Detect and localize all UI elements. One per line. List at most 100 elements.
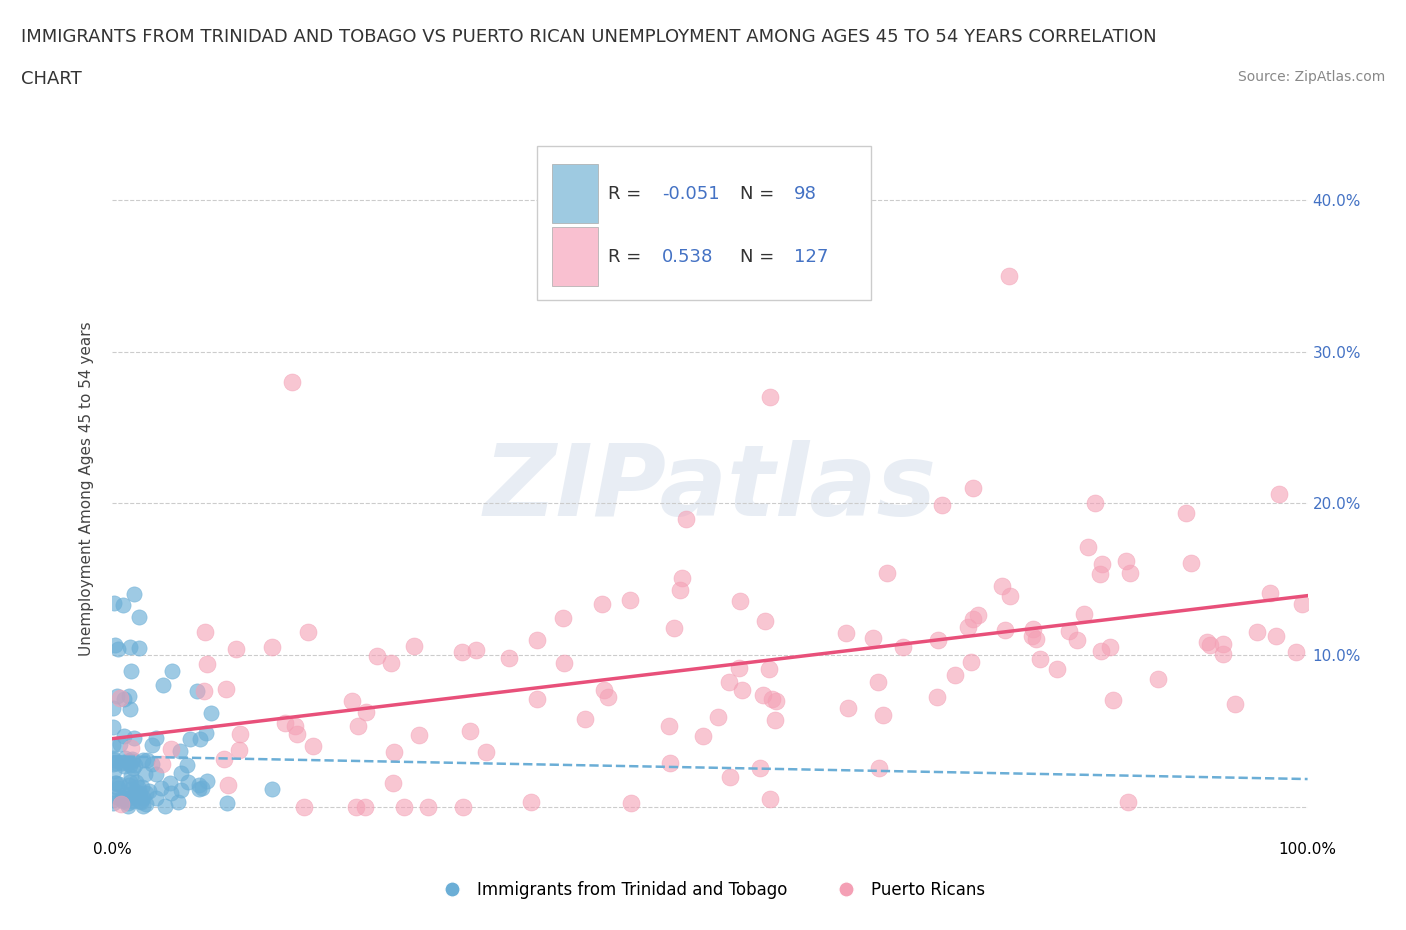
Point [281, 375, 304, 390]
Point [366, 648, 388, 663]
Point [1258, 586, 1281, 601]
Point [160, 741, 183, 756]
Point [114, 751, 136, 765]
Text: R =: R = [609, 185, 647, 203]
Point [960, 654, 983, 669]
Point [498, 650, 520, 665]
Point [132, 791, 155, 806]
Point [344, 799, 367, 814]
Point [728, 660, 751, 675]
Point [120, 758, 142, 773]
Point [111, 790, 134, 804]
Point [342, 694, 364, 709]
Point [103, 764, 125, 778]
Point [134, 766, 156, 781]
Point [671, 570, 693, 585]
Point [108, 737, 131, 751]
Point [105, 756, 128, 771]
Text: ZIPatlas: ZIPatlas [484, 440, 936, 537]
Point [1180, 555, 1202, 570]
Point [112, 692, 135, 707]
Point [101, 701, 124, 716]
Point [619, 592, 641, 607]
Point [195, 774, 218, 789]
Point [526, 692, 548, 707]
Point [120, 640, 142, 655]
Point [111, 755, 134, 770]
Point [118, 790, 141, 805]
Point [191, 780, 214, 795]
Point [1115, 553, 1137, 568]
Point [225, 642, 247, 657]
Point [475, 744, 498, 759]
Point [292, 799, 315, 814]
Point [103, 595, 125, 610]
Point [675, 512, 697, 526]
Point [382, 744, 405, 759]
Point [121, 761, 143, 776]
Point [1175, 505, 1198, 520]
Point [150, 756, 173, 771]
Point [273, 716, 295, 731]
Text: N =: N = [740, 185, 780, 203]
Point [297, 624, 319, 639]
Point [170, 765, 193, 780]
Point [943, 668, 966, 683]
Point [125, 775, 148, 790]
Point [837, 700, 859, 715]
Point [110, 691, 132, 706]
Point [872, 708, 894, 723]
Point [692, 728, 714, 743]
Point [347, 718, 370, 733]
Point [664, 620, 686, 635]
Text: 98: 98 [793, 185, 817, 203]
Point [135, 797, 157, 812]
Point [112, 791, 135, 806]
Point [120, 740, 142, 755]
Point [124, 789, 146, 804]
Point [416, 799, 439, 814]
Point [957, 619, 980, 634]
Point [718, 674, 741, 689]
Point [103, 752, 125, 767]
FancyBboxPatch shape [553, 227, 598, 286]
Point [105, 790, 128, 804]
Point [145, 790, 167, 805]
Point [761, 692, 783, 707]
Point [108, 777, 131, 791]
Text: -0.051: -0.051 [662, 185, 720, 203]
Point [1119, 565, 1142, 580]
Point [117, 777, 139, 792]
Point [124, 758, 146, 773]
Point [380, 656, 402, 671]
Point [658, 755, 681, 770]
Point [118, 688, 141, 703]
Point [217, 777, 239, 792]
Point [1000, 589, 1022, 604]
Point [451, 799, 474, 814]
Point [138, 784, 160, 799]
Point [354, 799, 377, 814]
Point [862, 631, 884, 645]
Point [382, 776, 405, 790]
Point [129, 787, 152, 802]
Point [718, 770, 741, 785]
Point [925, 690, 948, 705]
Text: IMMIGRANTS FROM TRINIDAD AND TOBAGO VS PUERTO RICAN UNEMPLOYMENT AMONG AGES 45 T: IMMIGRANTS FROM TRINIDAD AND TOBAGO VS P… [21, 28, 1157, 46]
Point [1099, 640, 1122, 655]
Point [131, 752, 153, 767]
Point [117, 795, 139, 810]
Point [188, 731, 211, 746]
Point [1212, 637, 1234, 652]
Point [1118, 794, 1140, 809]
Point [129, 793, 152, 808]
Point [620, 795, 643, 810]
Point [112, 729, 135, 744]
Point [176, 758, 198, 773]
Point [1102, 693, 1125, 708]
Point [1212, 646, 1234, 661]
Point [1291, 597, 1313, 612]
Point [991, 578, 1014, 593]
FancyBboxPatch shape [537, 147, 872, 300]
Text: R =: R = [609, 247, 647, 266]
